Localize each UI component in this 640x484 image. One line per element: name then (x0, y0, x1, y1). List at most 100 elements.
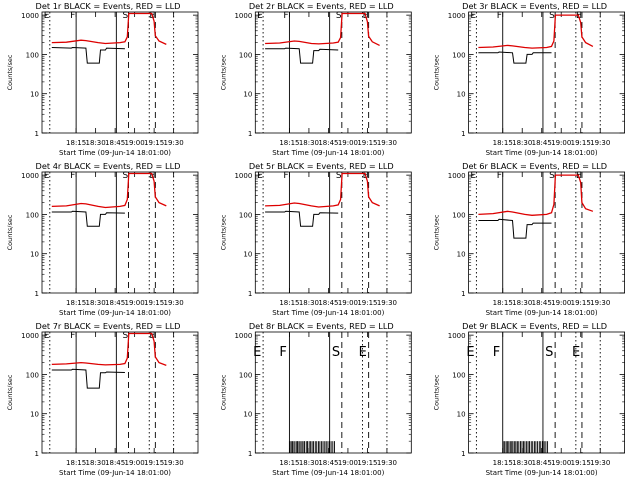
x-tick-label: 18:45 (105, 459, 125, 467)
chart-title: Det 9r BLACK = Events, RED = LLD (462, 321, 607, 331)
series-lld-line (51, 12, 167, 45)
marker-label: S (549, 171, 555, 181)
series-events-line (478, 218, 552, 239)
y-axis-label: Counts/sec (6, 214, 14, 250)
x-axis-label: Start Time (09-Jun-14 18:01:00) (486, 149, 598, 157)
x-tick-label: 18:15 (279, 139, 299, 147)
x-tick-label: 18:30 (299, 139, 319, 147)
marker-label: S (123, 331, 129, 341)
x-tick-label: 19:15 (357, 459, 377, 467)
x-axis-label: Start Time (09-Jun-14 18:01:00) (486, 309, 598, 317)
y-tick-label: 1000 (448, 12, 466, 20)
x-tick-label: 19:15 (571, 139, 591, 147)
x-tick-label: 19:30 (590, 459, 610, 467)
series-lld-line (265, 12, 380, 46)
x-axis-label: Start Time (09-Jun-14 18:01:00) (486, 469, 598, 477)
y-tick-label: 100 (239, 211, 252, 219)
x-tick-label: 18:30 (86, 299, 106, 307)
plot-frame (41, 171, 199, 294)
plot-frame (41, 331, 199, 454)
plot-frame (468, 171, 626, 294)
chart-title: Det 6r BLACK = Events, RED = LLD (462, 161, 607, 171)
y-tick-label: 100 (452, 211, 465, 219)
chart-title: Det 3r BLACK = Events, RED = LLD (462, 1, 607, 11)
y-tick-label: 100 (26, 371, 39, 379)
subplot-2: Det 2r BLACK = Events, RED = LLD 1 10 100 10… (219, 1, 412, 157)
y-tick-label: 1 (248, 130, 252, 138)
x-axis-label: Start Time (09-Jun-14 18:01:00) (272, 469, 384, 477)
series-events-line (51, 46, 125, 64)
x-tick-label: 18:30 (512, 299, 532, 307)
x-tick-label: 18:30 (512, 139, 532, 147)
y-axis-label: Counts/sec (219, 54, 227, 90)
x-tick-label: 18:30 (86, 139, 106, 147)
x-tick-label: 19:15 (357, 299, 377, 307)
y-axis-label: Counts/sec (219, 374, 227, 410)
y-tick-label: 1000 (234, 12, 252, 20)
y-tick-label: 100 (452, 371, 465, 379)
y-tick-label: 1 (461, 130, 465, 138)
series-events-line (51, 368, 125, 389)
x-tick-label: 18:15 (493, 139, 513, 147)
x-axis-label: Start Time (09-Jun-14 18:01:00) (59, 469, 171, 477)
x-tick-label: 18:30 (299, 459, 319, 467)
x-tick-label: 19:15 (144, 459, 164, 467)
y-axis-label: Counts/sec (6, 54, 14, 90)
y-tick-label: 100 (452, 51, 465, 59)
marker-label: F (279, 345, 286, 360)
x-tick-label: 19:00 (338, 299, 358, 307)
x-tick-label: 18:15 (66, 139, 86, 147)
x-tick-label: 18:45 (318, 299, 338, 307)
y-tick-label: 1000 (448, 172, 466, 180)
plot-frame (254, 331, 412, 454)
series-events-line (265, 47, 339, 64)
marker-label: F (283, 171, 288, 181)
x-tick-label: 18:45 (318, 139, 338, 147)
y-tick-label: 100 (26, 211, 39, 219)
y-tick-label: 1 (248, 290, 252, 298)
x-tick-label: 19:30 (590, 139, 610, 147)
y-tick-label: 1000 (21, 172, 39, 180)
y-tick-label: 1 (35, 290, 39, 298)
subplot-6: Det 6r BLACK = Events, RED = LLD 1 10 100 10… (433, 161, 626, 317)
marker-label: S (336, 11, 342, 21)
y-axis-label: Counts/sec (433, 214, 441, 250)
marker-label: F (70, 331, 75, 341)
marker-label: E (44, 171, 50, 181)
y-tick-label: 10 (457, 411, 466, 419)
x-tick-label: 19:15 (571, 459, 591, 467)
y-axis-label: Counts/sec (433, 374, 441, 410)
x-axis-label: Start Time (09-Jun-14 18:01:00) (59, 149, 171, 157)
y-tick-label: 1 (461, 450, 465, 458)
x-tick-label: 18:45 (318, 459, 338, 467)
x-tick-label: 19:00 (125, 459, 145, 467)
x-tick-label: 19:30 (377, 459, 397, 467)
subplot-7: Det 7r BLACK = Events, RED = LLD 1 10 100 10… (6, 321, 199, 477)
marker-label: E (470, 171, 476, 181)
x-tick-label: 19:15 (571, 299, 591, 307)
x-tick-label: 18:45 (532, 459, 552, 467)
x-tick-label: 19:15 (144, 139, 164, 147)
x-tick-label: 19:00 (338, 139, 358, 147)
marker-label: E (257, 11, 263, 21)
marker-label: F (497, 11, 502, 21)
x-tick-label: 18:15 (279, 299, 299, 307)
y-tick-label: 100 (239, 51, 252, 59)
chart-title: Det 2r BLACK = Events, RED = LLD (249, 1, 394, 11)
subplot-3: Det 3r BLACK = Events, RED = LLD 1 10 100 10… (433, 1, 626, 157)
x-tick-label: 18:15 (279, 459, 299, 467)
plot-frame (254, 11, 412, 134)
y-tick-label: 1 (35, 450, 39, 458)
series-lld-line (478, 174, 594, 216)
marker-label: E (466, 345, 474, 360)
marker-label: S (549, 11, 555, 21)
y-tick-label: 1 (35, 130, 39, 138)
marker-label: E (253, 345, 261, 360)
x-tick-label: 19:15 (144, 299, 164, 307)
marker-label: S (123, 11, 129, 21)
plot-frame (468, 11, 626, 134)
plot-frame (254, 171, 412, 294)
series-events-line (478, 51, 552, 64)
x-tick-label: 19:30 (377, 139, 397, 147)
